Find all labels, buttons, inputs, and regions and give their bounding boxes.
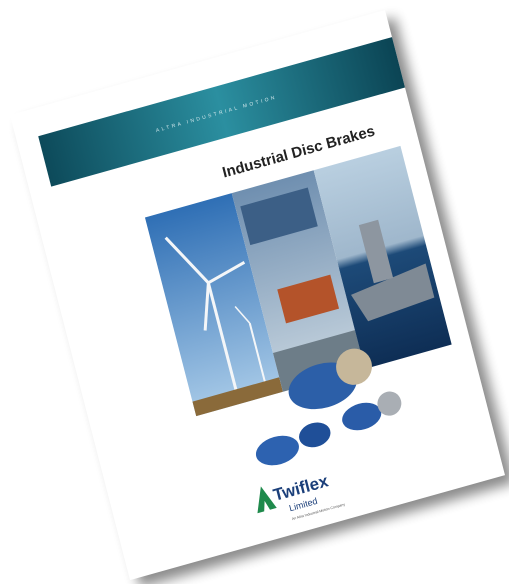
page: ALTRA INDUSTRIAL MOTION Industrial Disc …	[0, 0, 509, 584]
brochure: ALTRA INDUSTRIAL MOTION Industrial Disc …	[10, 8, 509, 584]
brochure-photo: ALTRA INDUSTRIAL MOTION Industrial Disc …	[0, 0, 509, 584]
